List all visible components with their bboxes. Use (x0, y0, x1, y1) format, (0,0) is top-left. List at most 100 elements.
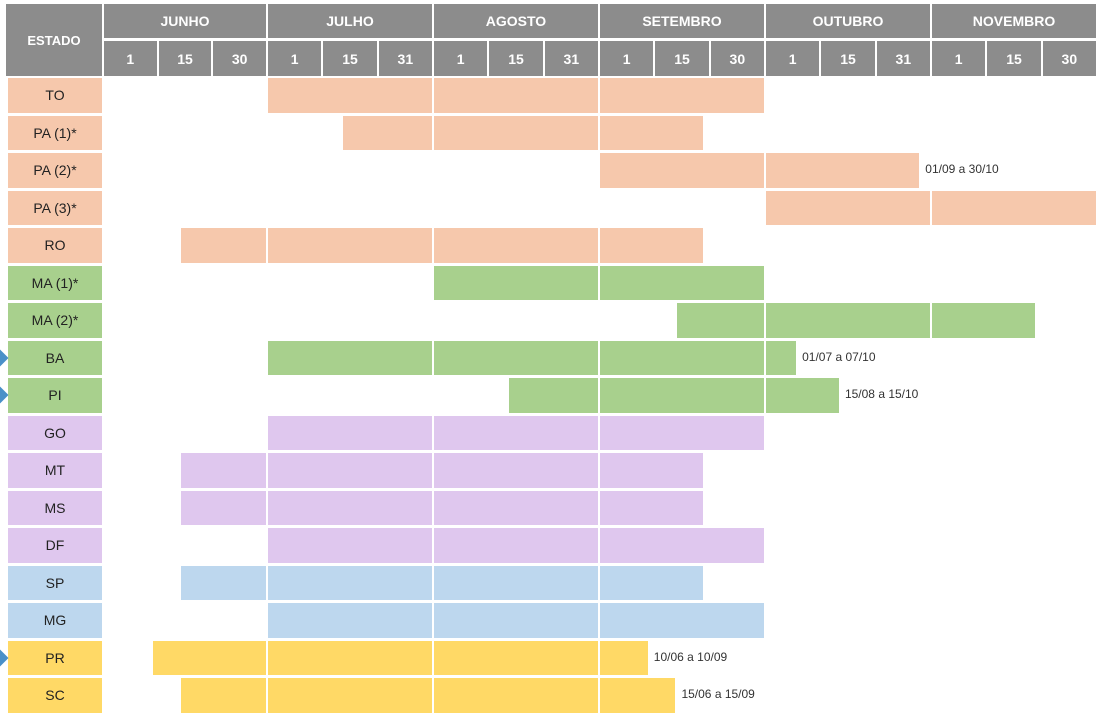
month-header: SETEMBRO (600, 4, 764, 38)
state-label: GO (8, 415, 102, 450)
period-note: 15/08 a 15/10 (844, 387, 919, 402)
period-bar (600, 453, 704, 488)
period-bar (180, 490, 266, 525)
period-bar (766, 378, 839, 413)
state-label: PA (2)* (8, 153, 102, 188)
day-header: 1 (104, 41, 157, 76)
month-header: OUTUBRO (766, 4, 930, 38)
period-bar (434, 490, 598, 525)
day-header: 31 (876, 41, 930, 76)
period-bar (180, 453, 266, 488)
period-bar (600, 678, 676, 713)
period-note: 10/06 a 10/09 (653, 649, 728, 664)
period-bar (434, 115, 598, 150)
period-bar (932, 190, 1096, 225)
period-bar (766, 303, 930, 338)
period-bar (434, 528, 598, 563)
period-bar (434, 228, 598, 263)
day-header: 1 (434, 41, 488, 76)
period-bar (180, 228, 266, 263)
state-label: BA (8, 340, 102, 375)
day-header: 1 (600, 41, 654, 76)
period-bar (434, 265, 598, 300)
period-bar (600, 565, 704, 600)
period-bar (268, 340, 432, 375)
state-label: MG (8, 603, 102, 638)
period-note: 01/07 a 07/10 (802, 349, 876, 364)
period-bar (268, 415, 432, 450)
period-bar (434, 565, 598, 600)
period-bar (600, 640, 648, 675)
day-header: 15 (158, 41, 212, 76)
period-bar (600, 603, 764, 638)
state-label: SP (8, 565, 102, 600)
period-bar (434, 78, 598, 113)
period-bar (600, 78, 764, 113)
month-header: JULHO (268, 4, 432, 38)
period-bar (677, 303, 764, 338)
state-label: MT (8, 453, 102, 488)
period-bar (268, 453, 432, 488)
day-header: 15 (821, 41, 875, 76)
period-bar (600, 115, 704, 150)
state-label: MA (1)* (8, 265, 102, 300)
period-bar (180, 678, 266, 713)
period-bar (600, 378, 764, 413)
state-label: PR (8, 640, 102, 675)
period-bar (434, 415, 598, 450)
period-bar (342, 115, 432, 150)
period-bar (434, 340, 598, 375)
state-label: MS (8, 490, 102, 525)
state-label: PA (1)* (8, 115, 102, 150)
period-bar (508, 378, 598, 413)
day-header: 15 (489, 41, 543, 76)
month-header: NOVEMBRO (932, 4, 1096, 38)
state-label: RO (8, 228, 102, 263)
period-bar (268, 640, 432, 675)
period-bar (766, 340, 797, 375)
period-bar (434, 603, 598, 638)
day-header: 31 (378, 41, 432, 76)
day-header: 1 (268, 41, 322, 76)
period-bar (600, 265, 764, 300)
state-label: MA (2)* (8, 303, 102, 338)
period-bar (600, 228, 704, 263)
day-header: 15 (987, 41, 1041, 76)
period-bar (600, 340, 764, 375)
period-bar (268, 490, 432, 525)
estado-header: ESTADO (6, 4, 102, 76)
period-bar (268, 603, 432, 638)
period-bar (600, 490, 704, 525)
period-bar (600, 528, 764, 563)
period-bar (766, 153, 920, 188)
day-header: 30 (213, 41, 266, 76)
period-bar (434, 678, 598, 713)
day-header: 31 (544, 41, 598, 76)
month-header: AGOSTO (434, 4, 598, 38)
day-header: 1 (766, 41, 820, 76)
period-bar (268, 528, 432, 563)
state-label: DF (8, 528, 102, 563)
day-header: 30 (1042, 41, 1096, 76)
state-label: PA (3)* (8, 190, 102, 225)
day-header: 15 (655, 41, 709, 76)
day-header: 1 (932, 41, 986, 76)
period-bar (268, 565, 432, 600)
period-note: 01/09 a 30/10 (925, 162, 999, 177)
state-label: TO (8, 78, 102, 113)
period-bar (268, 228, 432, 263)
day-header: 30 (710, 41, 764, 76)
period-bar (766, 190, 930, 225)
period-bar (434, 640, 598, 675)
period-bar (600, 153, 764, 188)
state-label: PI (8, 378, 102, 413)
period-bar (153, 640, 266, 675)
day-header: 15 (323, 41, 377, 76)
period-bar (932, 303, 1036, 338)
month-header: JUNHO (104, 4, 266, 38)
period-bar (180, 565, 266, 600)
period-bar (268, 678, 432, 713)
period-bar (434, 453, 598, 488)
state-label: SC (8, 678, 102, 713)
period-bar (600, 415, 764, 450)
